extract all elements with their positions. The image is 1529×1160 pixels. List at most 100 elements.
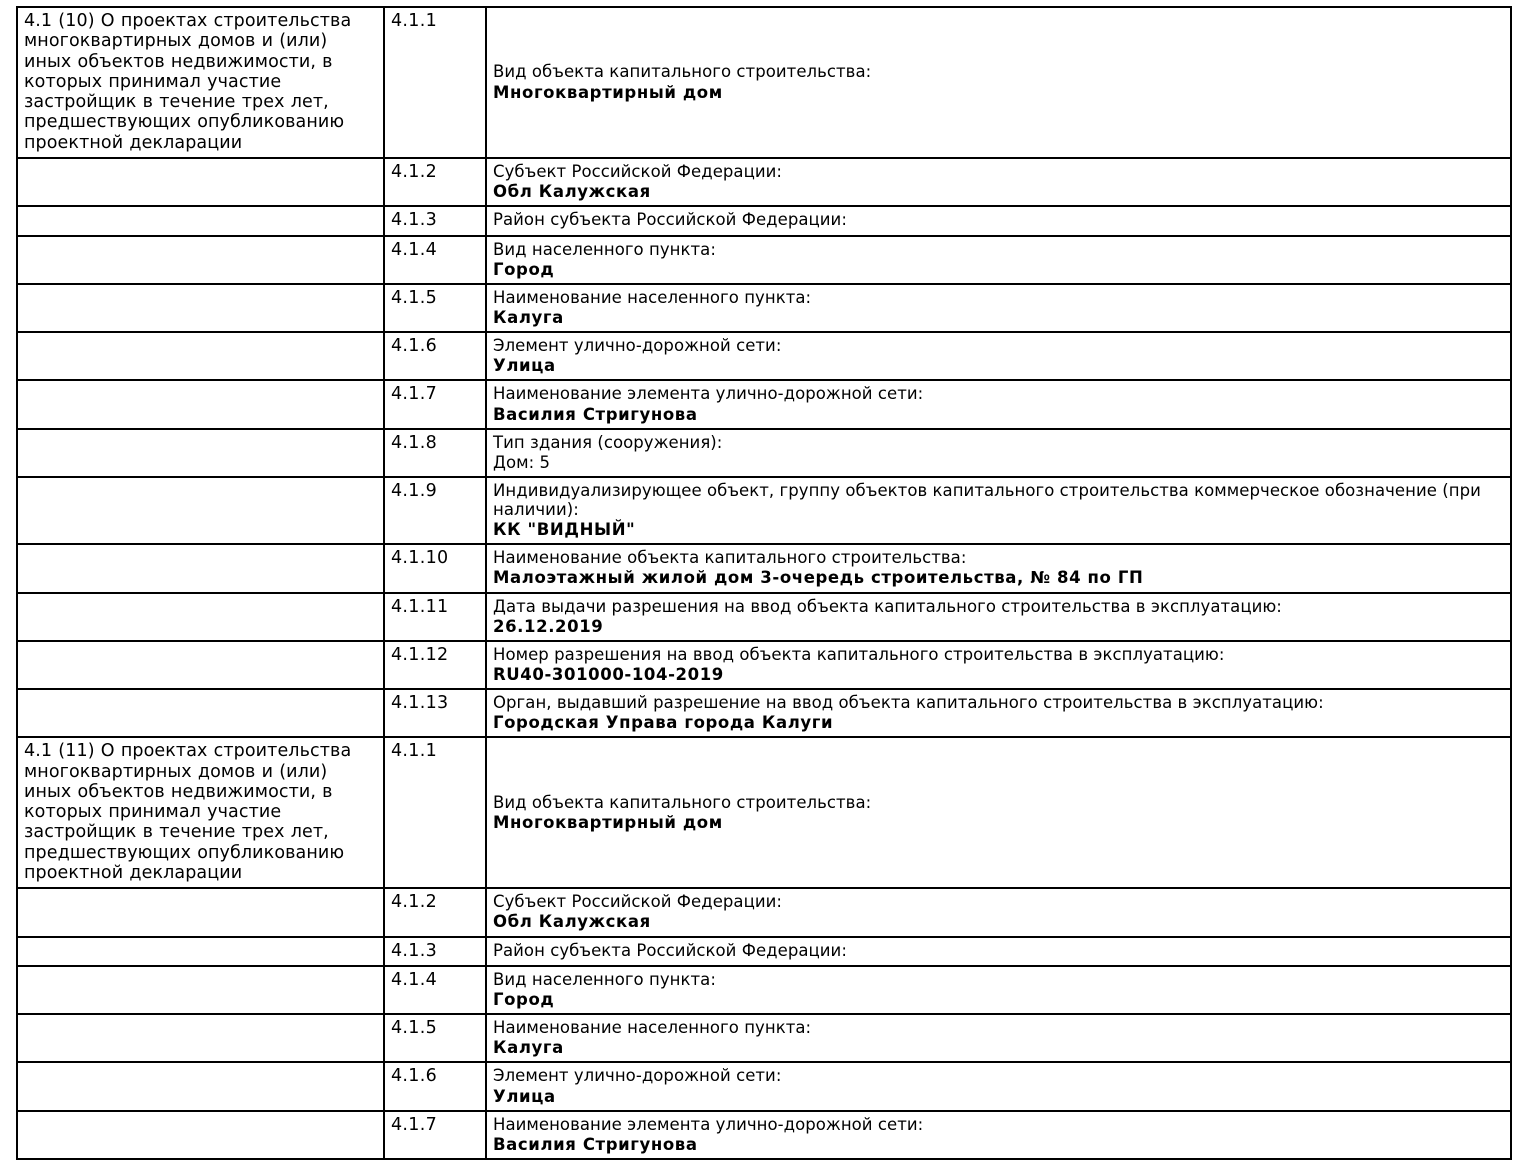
table-row: 4.1 (11) О проектах строительства многок… [16, 736, 1512, 890]
row-content-cell: Вид объекта капитального строительства: М… [485, 736, 1512, 890]
document-page: 4.1 (10) О проектах строительства многок… [16, 5, 1512, 1160]
table-row: 4.1.5 Наименование населенного пункта: Кал… [16, 1013, 1512, 1064]
section-spacer-cell [16, 1109, 385, 1160]
section-spacer-cell [16, 1013, 385, 1064]
row-content-cell: Район субъекта Российской Федерации: [485, 935, 1512, 967]
field-label: Наименование населенного пункта: [493, 287, 812, 307]
section-spacer-cell [16, 234, 385, 285]
field-value: Город [493, 990, 555, 1009]
section-spacer-cell [16, 887, 385, 938]
row-content-cell: Наименование объекта капитального строит… [485, 543, 1512, 594]
row-number-cell: 4.1.11 [383, 591, 487, 642]
row-number-cell: 4.1.6 [383, 1061, 487, 1112]
section-spacer-cell [16, 379, 385, 430]
row-content-cell: Номер разрешения на ввод объекта капитал… [485, 639, 1512, 691]
field-label: Район субъекта Российской Федерации: [493, 210, 847, 230]
field-label: Тип здания (сооружения): [493, 432, 723, 452]
field-value: Василия Стригунова [493, 1134, 698, 1154]
row-number-cell: 4.1.1 [383, 5, 487, 160]
row-number-cell: 4.1.3 [383, 205, 487, 237]
field-value: Дом: 5 [493, 452, 551, 472]
table-row: 4.1.11 Дата выдачи разрешения на ввод объ… [16, 591, 1512, 642]
table-row: 4.1.2 Субъект Российской Федерации: Обл Ка… [16, 887, 1512, 938]
row-number-cell: 4.1.4 [383, 964, 487, 1016]
field-label: Субъект Российской Федерации: [493, 892, 783, 912]
field-value: Улица [493, 1086, 556, 1106]
row-number-cell: 4.1.5 [383, 1013, 487, 1064]
field-value: Калуга [493, 1038, 564, 1058]
row-content-cell: Наименование населенного пункта: Калуга [485, 1013, 1512, 1064]
table-row: 4.1.6 Элемент улично-дорожной сети: Улица [16, 1061, 1512, 1112]
section-spacer-cell [16, 205, 385, 237]
row-content-cell: Вид населенного пункта: Город [485, 964, 1512, 1016]
section-spacer-cell [16, 935, 385, 967]
table-row: 4.1 (10) О проектах строительства многок… [16, 5, 1512, 160]
field-value: Василия Стригунова [493, 404, 698, 424]
table-row: 4.1.2 Субъект Российской Федерации: Обл Ка… [16, 157, 1512, 208]
table-row: 4.1.5 Наименование населенного пункта: Кал… [16, 282, 1512, 334]
field-value: КК "ВИДНЫЙ" [493, 520, 636, 540]
field-label: Дата выдачи разрешения на ввод объекта к… [493, 596, 1282, 616]
row-number-cell: 4.1.2 [383, 887, 487, 938]
row-content-cell: Наименование населенного пункта: Калуга [485, 282, 1512, 334]
section-title-cell: 4.1 (11) О проектах строительства многок… [16, 736, 385, 890]
row-content-cell: Орган, выдавший разрешение на ввод объек… [485, 687, 1512, 739]
section-spacer-cell [16, 964, 385, 1016]
field-value: RU40-301000-104-2019 [493, 664, 724, 684]
row-content-cell: Индивидуализирующее объект, группу объек… [485, 475, 1512, 546]
row-number-cell: 4.1.8 [383, 427, 487, 478]
field-label: Наименование элемента улично-дорожной се… [493, 1114, 924, 1134]
row-number-cell: 4.1.4 [383, 234, 487, 285]
field-value: Малоэтажный жилой дом 3-очередь строител… [493, 568, 1144, 588]
row-number-cell: 4.1.2 [383, 157, 487, 208]
field-label: Субъект Российской Федерации: [493, 162, 783, 182]
table-row: 4.1.10 Наименование объекта капитального … [16, 543, 1512, 594]
field-label: Вид объекта капитального строительства: [493, 62, 872, 82]
row-number-cell: 4.1.12 [383, 639, 487, 691]
section-title-cell: 4.1 (10) О проектах строительства многок… [16, 5, 385, 160]
field-label: Индивидуализирующее объект, группу объек… [493, 480, 1481, 519]
row-content-cell: Элемент улично-дорожной сети: Улица [485, 331, 1512, 382]
field-value: Многоквартирный дом [493, 812, 723, 832]
row-content-cell: Наименование элемента улично-дорожной се… [485, 1109, 1512, 1160]
table-row: 4.1.6 Элемент улично-дорожной сети: Улица [16, 331, 1512, 382]
field-label: Орган, выдавший разрешение на ввод объек… [493, 693, 1324, 712]
row-number-cell: 4.1.6 [383, 331, 487, 382]
section-spacer-cell [16, 591, 385, 642]
declaration-table-body: 4.1 (10) О проектах строительства многок… [16, 5, 1512, 1160]
row-content-cell: Вид населенного пункта: Город [485, 234, 1512, 285]
section-spacer-cell [16, 543, 385, 594]
field-label: Вид населенного пункта: [493, 969, 716, 989]
row-number-cell: 4.1.5 [383, 282, 487, 334]
section-spacer-cell [16, 687, 385, 739]
table-row: 4.1.12 Номер разрешения на ввод объекта к… [16, 639, 1512, 691]
row-content-cell: Субъект Российской Федерации: Обл Калужск… [485, 157, 1512, 208]
section-spacer-cell [16, 475, 385, 546]
field-label: Вид объекта капитального строительства: [493, 792, 872, 812]
field-value: Многоквартирный дом [493, 82, 723, 102]
field-value: Городская Управа города Калуги [493, 713, 834, 733]
row-content-cell: Субъект Российской Федерации: Обл Калужск… [485, 887, 1512, 938]
row-number-cell: 4.1.10 [383, 543, 487, 594]
declaration-table: 4.1 (10) О проектах строительства многок… [16, 5, 1512, 1160]
field-label: Район субъекта Российской Федерации: [493, 940, 847, 960]
row-content-cell: Район субъекта Российской Федерации: [485, 205, 1512, 237]
row-content-cell: Тип здания (сооружения): Дом: 5 [485, 427, 1512, 478]
field-value: Обл Калужская [493, 912, 651, 932]
section-spacer-cell [16, 331, 385, 382]
row-content-cell: Дата выдачи разрешения на ввод объекта к… [485, 591, 1512, 642]
section-spacer-cell [16, 427, 385, 478]
row-number-cell: 4.1.1 [383, 736, 487, 890]
field-label: Наименование населенного пункта: [493, 1018, 812, 1038]
row-content-cell: Элемент улично-дорожной сети: Улица [485, 1061, 1512, 1112]
table-row: 4.1.3 Район субъекта Российской Федерации… [16, 935, 1512, 967]
field-label: Вид населенного пункта: [493, 239, 716, 259]
field-value: 26.12.2019 [493, 616, 604, 636]
row-content-cell: Наименование элемента улично-дорожной се… [485, 379, 1512, 430]
field-label: Элемент улично-дорожной сети: [493, 336, 782, 356]
row-content-cell: Вид объекта капитального строительства: М… [485, 5, 1512, 160]
section-spacer-cell [16, 1061, 385, 1112]
field-label: Элемент улично-дорожной сети: [493, 1066, 782, 1086]
table-row: 4.1.4 Вид населенного пункта: Город [16, 964, 1512, 1016]
table-row: 4.1.8 Тип здания (сооружения): Дом: 5 [16, 427, 1512, 478]
